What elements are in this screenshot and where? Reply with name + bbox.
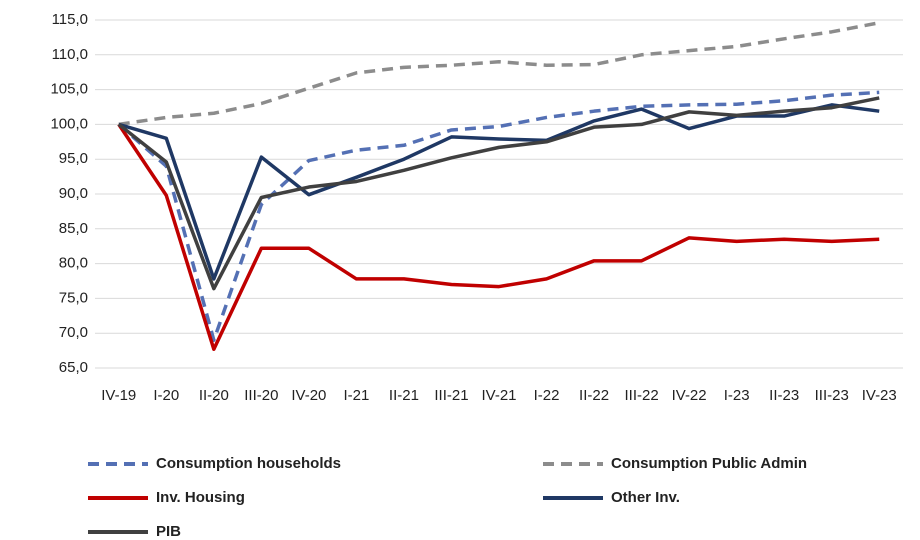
x-tick-label: II-23 <box>769 387 799 404</box>
y-tick-label: 95,0 <box>59 150 88 167</box>
y-tick-label: 110,0 <box>52 46 88 63</box>
x-tick-label: IV-20 <box>291 387 326 404</box>
legend-label: Other Inv. <box>611 489 680 506</box>
y-tick-label: 90,0 <box>59 185 88 202</box>
y-tick-label: 70,0 <box>59 324 88 341</box>
y-tick-label: 65,0 <box>59 359 88 376</box>
x-tick-label: II-20 <box>199 387 229 404</box>
y-tick-label: 85,0 <box>59 220 88 237</box>
legend-label: Consumption households <box>156 455 341 472</box>
x-tick-label: I-23 <box>724 387 750 404</box>
x-tick-label: IV-19 <box>101 387 136 404</box>
y-tick-label: 105,0 <box>50 81 88 98</box>
x-tick-label: I-21 <box>343 387 369 404</box>
series-line <box>118 103 880 281</box>
x-tick-label: III-20 <box>244 387 278 404</box>
x-tick-label: IV-21 <box>481 387 516 404</box>
x-tick-label: I-20 <box>153 387 179 404</box>
x-tick-label: I-22 <box>534 387 560 404</box>
x-tick-label: IV-22 <box>672 387 707 404</box>
x-tick-label: III-21 <box>434 387 468 404</box>
x-tick-label: II-22 <box>579 387 609 404</box>
x-tick-label: II-21 <box>389 387 419 404</box>
legend-label: PIB <box>156 523 181 540</box>
series-line <box>118 21 880 127</box>
y-tick-label: 80,0 <box>59 255 88 272</box>
legend: Consumption households Consumption Public… <box>88 455 807 540</box>
legend-label: Inv. Housing <box>156 489 245 506</box>
y-tick-label: 75,0 <box>59 289 88 306</box>
x-tick-label: III-22 <box>624 387 658 404</box>
series-line <box>117 123 880 351</box>
x-tick-label: IV-23 <box>862 387 897 404</box>
y-tick-label: 100,0 <box>50 115 88 132</box>
legend-label: Consumption Public Admin <box>611 455 807 472</box>
series-line <box>117 90 880 342</box>
x-tick-label: III-23 <box>815 387 849 404</box>
y-tick-label: 115,0 <box>52 11 88 28</box>
series-line <box>117 96 880 291</box>
